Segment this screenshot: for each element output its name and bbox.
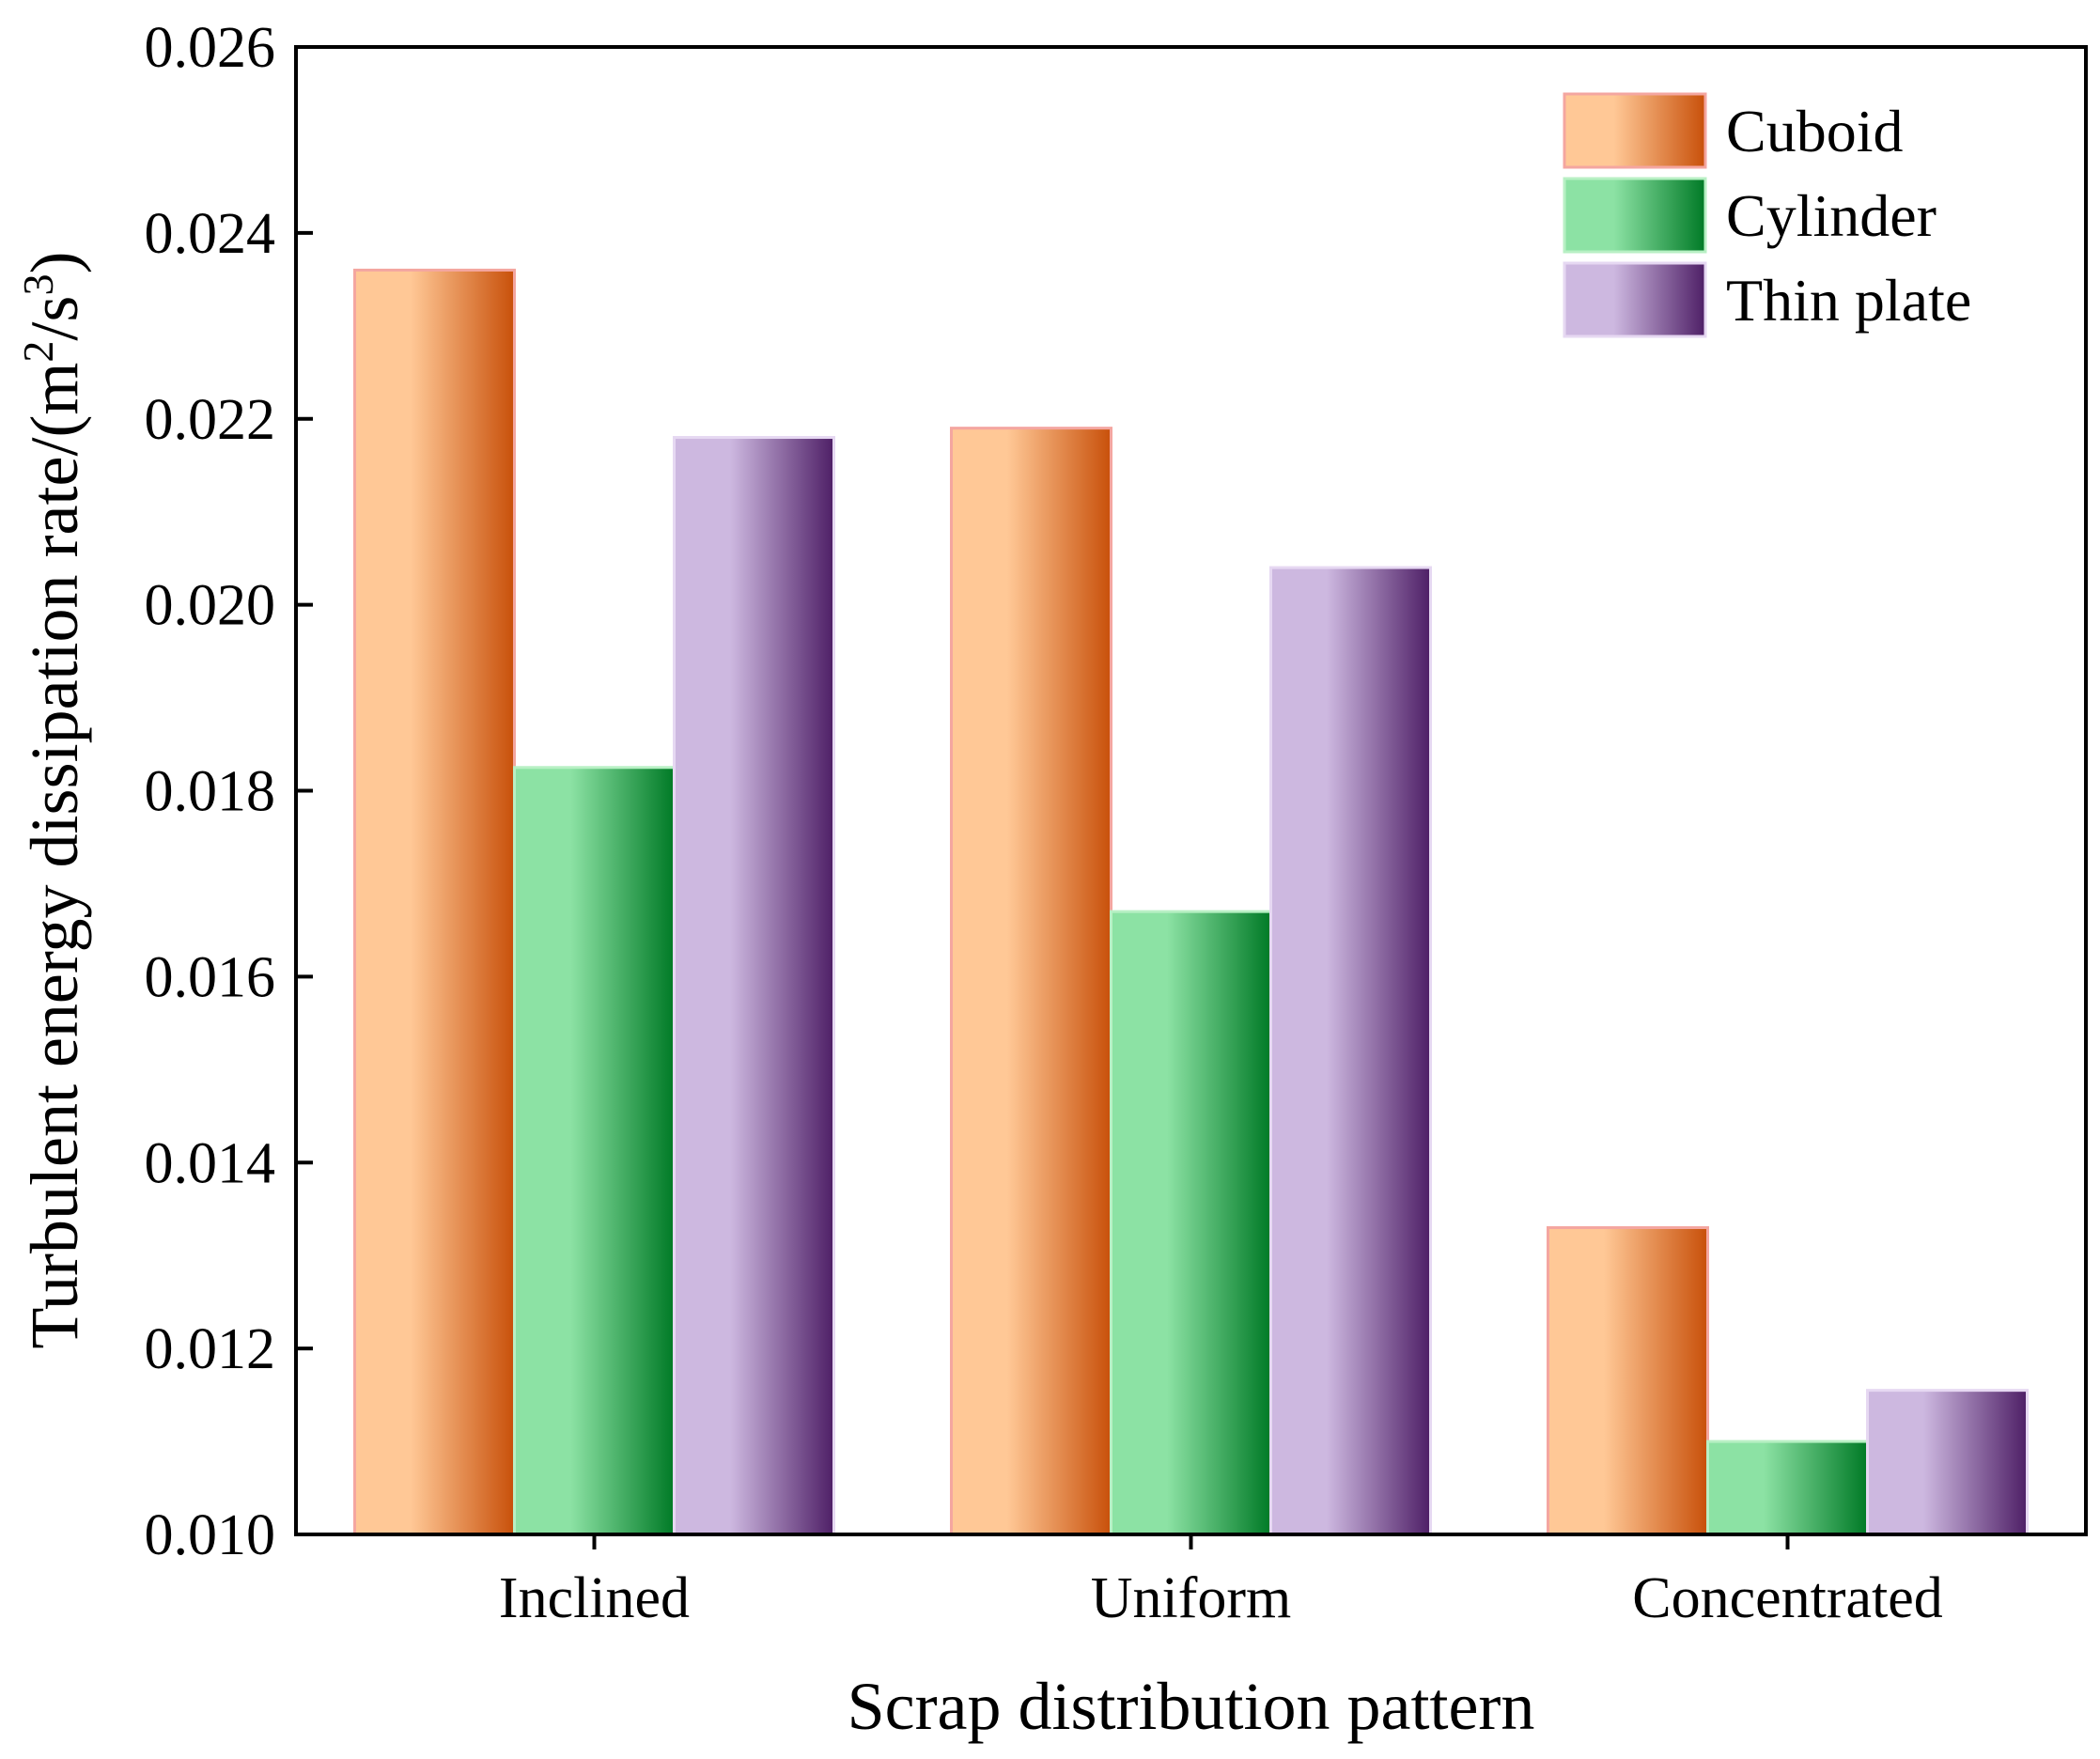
bar-thin-plate-uniform — [1269, 566, 1432, 1536]
y-tick-label: 0.016 — [145, 945, 276, 1009]
y-tick-label: 0.022 — [145, 388, 276, 452]
y-axis-ticks: 0.010 0.012 0.014 0.016 0.018 0.020 0.022 0.024… — [145, 16, 313, 1567]
x-axis-categories: Inclined Uniform Concentrated — [499, 1534, 1943, 1630]
x-category-label: Uniform — [1091, 1566, 1292, 1630]
x-category-label: Concentrated — [1632, 1566, 1943, 1630]
x-category-label: Inclined — [499, 1566, 690, 1630]
y-axis-title-sup2: 3 — [14, 274, 62, 296]
y-axis-title: Turbulent energy dissipation rate/(m2/s3… — [14, 252, 92, 1349]
legend-swatch-cuboid — [1563, 92, 1707, 169]
legend-label-cylinder: Cylinder — [1726, 182, 1937, 249]
bars-group — [353, 268, 2029, 1536]
plot-frame — [294, 45, 2088, 1536]
y-axis-title-end: ) — [17, 252, 92, 274]
bar-thin-plate-concentrated — [1866, 1389, 2029, 1536]
y-tick-label: 0.018 — [145, 760, 276, 824]
legend-label-cuboid: Cuboid — [1726, 98, 1903, 164]
y-tick-label: 0.020 — [145, 574, 276, 638]
y-tick-label: 0.014 — [145, 1131, 276, 1195]
bar-cuboid-inclined — [353, 268, 516, 1536]
bar-thin-plate-inclined — [673, 436, 835, 1536]
legend: Cuboid Cylinder Thin plate — [1563, 92, 1971, 338]
bar-cuboid-uniform — [950, 427, 1112, 1536]
legend-swatch-thin-plate — [1563, 261, 1707, 338]
y-axis-title-mid: /s — [17, 296, 92, 341]
y-axis-title-sup1: 2 — [14, 341, 62, 363]
y-tick-label: 0.012 — [145, 1317, 276, 1381]
legend-label-thin-plate: Thin plate — [1726, 267, 1971, 334]
y-tick-label: 0.010 — [145, 1503, 276, 1567]
y-tick-label: 0.026 — [145, 16, 276, 80]
y-axis-title-main: Turbulent energy dissipation rate/(m — [17, 363, 92, 1349]
x-axis-title: Scrap distribution pattern — [848, 1669, 1535, 1744]
bar-cylinder-uniform — [1110, 910, 1272, 1536]
y-tick-label: 0.024 — [145, 202, 276, 266]
bar-cuboid-concentrated — [1547, 1226, 1709, 1536]
bar-cylinder-concentrated — [1706, 1440, 1869, 1536]
bar-cylinder-inclined — [513, 766, 676, 1536]
legend-swatch-cylinder — [1563, 177, 1707, 254]
